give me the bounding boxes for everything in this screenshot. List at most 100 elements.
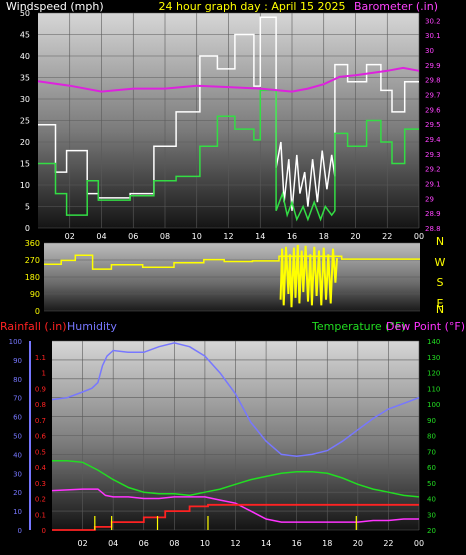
windspeed-tick-label: 15 [20, 160, 30, 169]
barometer-tick-label: 29.2 [425, 166, 441, 174]
barometer-tick-label: 29.1 [425, 181, 441, 189]
temperature-tick-label: 60 [427, 464, 436, 472]
x-tick-label: 14 [255, 232, 265, 241]
rainfall-tick-label: 0.1 [35, 511, 46, 519]
x-tick-label: 16 [287, 232, 297, 241]
dewpoint-axis-label: Dew Point (°F) [386, 320, 465, 333]
rainfall-tick-label: 0 [42, 527, 46, 535]
humidity-tick-label: 40 [13, 451, 22, 459]
compass-label: E [437, 297, 444, 310]
rainfall-tick-label: 0.8 [35, 401, 46, 409]
windspeed-tick-label: 0 [25, 224, 30, 233]
x-tick-label: 06 [139, 539, 149, 548]
rainfall-tick-label: 0.7 [35, 417, 46, 425]
x-tick-label: 18 [319, 232, 329, 241]
temperature-tick-label: 110 [427, 385, 440, 393]
temperature-tick-label: 20 [427, 527, 436, 535]
direction-tick-label: 0 [35, 307, 40, 316]
wind-baro-panel: Windspeed (mph) 24 hour graph day : Apri… [6, 0, 441, 241]
barometer-tick-label: 29.4 [425, 136, 441, 144]
rainfall-line [52, 503, 419, 531]
dew_point-line [51, 488, 419, 523]
temp-series [51, 342, 420, 531]
temp-panel: Rainfall (.in) Humidity Temperature (°F)… [0, 320, 465, 548]
barometer-axis-label: Barometer (.in) [354, 0, 438, 13]
x-tick-label: 08 [169, 539, 179, 548]
x-tick-label: 06 [128, 232, 138, 241]
temperature-tick-label: 50 [427, 480, 436, 488]
barometer-tick-label: 28.9 [425, 210, 441, 218]
barometer-ticks: 28.8 28.9 29 29.1 29.2 29.3 29.4 29.5 29.6 29.7 29… [425, 17, 441, 233]
temperature-tick-label: 30 [427, 511, 436, 519]
windspeed-tick-label: 25 [20, 117, 30, 126]
windspeed-axis-label: Windspeed (mph) [6, 0, 104, 13]
x-tick-label: 00 [414, 539, 424, 548]
temperature-tick-label: 70 [427, 448, 436, 456]
humidity-tick-label: 50 [13, 433, 22, 441]
direction-tick-label: 180 [25, 273, 40, 282]
wind-series [37, 16, 420, 222]
humidity-axis-label: Humidity [67, 320, 117, 333]
x-tick-label: 10 [192, 232, 202, 241]
humidity-tick-label: 70 [13, 395, 22, 403]
humidity-line [51, 342, 420, 458]
rainfall-tick-label: 0.2 [35, 496, 46, 504]
temperature-tick-label: 40 [427, 496, 436, 504]
rainfall-tick-label: 0.3 [35, 480, 46, 488]
x-tick-label: 20 [350, 232, 360, 241]
direction-tick-label: 360 [25, 239, 40, 248]
temperature-tick-label: 130 [427, 354, 440, 362]
windspeed-tick-label: 20 [20, 138, 30, 147]
wind-x-ticks: 02 04 06 08 10 12 14 16 18 20 22 00 [65, 232, 424, 241]
barometer-tick-label: 29.7 [425, 92, 441, 100]
temperature-tick-label: 120 [427, 370, 440, 378]
rainfall-tick-label: 0.6 [35, 433, 47, 441]
barometer-tick-label: 29.3 [425, 151, 441, 159]
x-tick-label: 04 [96, 232, 106, 241]
humidity-tick-label: 60 [13, 414, 22, 422]
direction-series [44, 244, 420, 308]
barometer-tick-label: 29.9 [425, 62, 441, 70]
barometer-tick-label: 29.8 [425, 77, 441, 85]
humidity-tick-label: 90 [13, 357, 22, 365]
x-tick-label: 00 [414, 232, 424, 241]
rainfall-tick-label: 1.1 [35, 354, 46, 362]
humidity-tick-label: 30 [13, 470, 22, 478]
barometer-tick-label: 30 [425, 47, 434, 55]
x-tick-label: 22 [383, 539, 393, 548]
direction-line [44, 254, 420, 270]
windspeed-tick-label: 40 [20, 52, 30, 61]
x-tick-label: 04 [108, 539, 118, 548]
windspeed-tick-label: 50 [20, 9, 30, 18]
temp-x-ticks: 02 04 06 08 10 12 14 16 18 20 22 00 [77, 539, 424, 548]
x-tick-label: 18 [322, 539, 332, 548]
windspeed-tick-label: 10 [20, 181, 30, 190]
x-tick-label: 12 [223, 232, 233, 241]
x-tick-label: 14 [261, 539, 271, 548]
humidity-ticks: 0 10 20 30 40 50 60 70 80 90 100 [9, 338, 22, 535]
x-tick-label: 02 [77, 539, 87, 548]
barometer-tick-label: 29.5 [425, 121, 441, 129]
temperature-tick-label: 90 [427, 417, 436, 425]
x-tick-label: 08 [160, 232, 170, 241]
rainfall-axis-label: Rainfall (.in) [0, 320, 67, 333]
windspeed-tick-label: 45 [20, 31, 30, 40]
rainfall-tick-label: 0.5 [35, 448, 46, 456]
compass-label: W [435, 256, 446, 269]
compass-label: N [436, 303, 444, 316]
direction-var-line [279, 244, 338, 308]
graph-title: 24 hour graph day : April 15 2025 [159, 0, 346, 13]
x-tick-label: 16 [292, 539, 302, 548]
rainfall-tick-label: 1 [42, 370, 46, 378]
temperature-axis-label: Temperature (°F) [311, 320, 406, 333]
x-tick-label: 12 [230, 539, 240, 548]
x-tick-label: 02 [65, 232, 75, 241]
windspeed-ticks: 0 5 10 15 20 25 30 35 40 45 50 [20, 9, 30, 233]
humidity-tick-label: 0 [18, 527, 22, 535]
humidity-tick-label: 80 [13, 376, 22, 384]
windspeed-tick-label: 30 [20, 95, 30, 104]
temp-grid [29, 340, 420, 531]
compass-label: S [437, 276, 444, 289]
